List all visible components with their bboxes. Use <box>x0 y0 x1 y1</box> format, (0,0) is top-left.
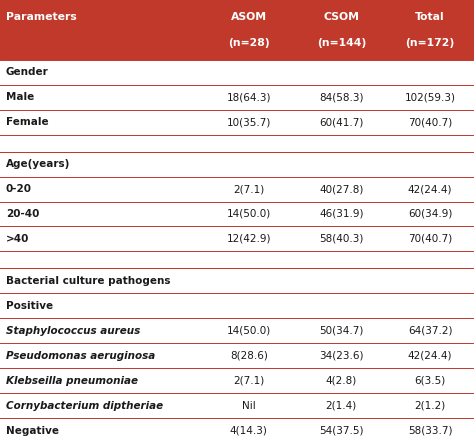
Bar <box>0 393 474 418</box>
Text: 58(40.3): 58(40.3) <box>319 234 364 244</box>
Text: (n=144): (n=144) <box>317 38 366 48</box>
Text: 34(23.6): 34(23.6) <box>319 351 364 361</box>
Bar <box>0 110 474 135</box>
Text: Cornybacterium diptheriae: Cornybacterium diptheriae <box>6 400 163 411</box>
Bar <box>0 268 474 293</box>
Bar <box>0 177 474 202</box>
Bar <box>0 226 474 252</box>
Text: 54(37.5): 54(37.5) <box>319 426 364 435</box>
Bar <box>0 0 474 60</box>
Text: CSOM: CSOM <box>323 12 359 22</box>
Text: 58(33.7): 58(33.7) <box>408 426 452 435</box>
Text: 60(34.9): 60(34.9) <box>408 209 452 219</box>
Text: 60(41.7): 60(41.7) <box>319 117 364 127</box>
Bar <box>0 202 474 226</box>
Text: 8(28.6): 8(28.6) <box>230 351 268 361</box>
Text: (n=172): (n=172) <box>406 38 455 48</box>
Text: 14(50.0): 14(50.0) <box>227 326 271 336</box>
Text: Male: Male <box>6 92 34 102</box>
Text: Parameters: Parameters <box>6 12 76 22</box>
Text: 0-20: 0-20 <box>6 184 32 194</box>
Text: Female: Female <box>6 117 48 127</box>
Bar <box>0 85 474 110</box>
Text: (n=28): (n=28) <box>228 38 270 48</box>
Text: Klebseilla pneumoniae: Klebseilla pneumoniae <box>6 376 137 386</box>
Text: 40(27.8): 40(27.8) <box>319 184 364 194</box>
Text: Staphylococcus aureus: Staphylococcus aureus <box>6 326 140 336</box>
Text: >40: >40 <box>6 234 29 244</box>
Text: 42(24.4): 42(24.4) <box>408 184 452 194</box>
Text: 46(31.9): 46(31.9) <box>319 209 364 219</box>
Text: 6(3.5): 6(3.5) <box>415 376 446 386</box>
Text: 14(50.0): 14(50.0) <box>227 209 271 219</box>
Text: Positive: Positive <box>6 301 53 311</box>
Text: 70(40.7): 70(40.7) <box>408 117 452 127</box>
Bar <box>0 318 474 343</box>
Text: 102(59.3): 102(59.3) <box>405 92 456 102</box>
Text: 70(40.7): 70(40.7) <box>408 234 452 244</box>
Text: ASOM: ASOM <box>231 12 267 22</box>
Text: 2(7.1): 2(7.1) <box>233 376 264 386</box>
Text: Pseudomonas aeruginosa: Pseudomonas aeruginosa <box>6 351 155 361</box>
Bar <box>0 293 474 318</box>
Text: 18(64.3): 18(64.3) <box>227 92 271 102</box>
Text: 84(58.3): 84(58.3) <box>319 92 364 102</box>
Text: 50(34.7): 50(34.7) <box>319 326 364 336</box>
Text: 10(35.7): 10(35.7) <box>227 117 271 127</box>
Text: 12(42.9): 12(42.9) <box>227 234 271 244</box>
Text: Gender: Gender <box>6 67 48 77</box>
Text: 2(7.1): 2(7.1) <box>233 184 264 194</box>
Text: 4(2.8): 4(2.8) <box>326 376 357 386</box>
Text: 2(1.2): 2(1.2) <box>415 400 446 411</box>
Bar <box>0 368 474 393</box>
Text: 42(24.4): 42(24.4) <box>408 351 452 361</box>
Text: 64(37.2): 64(37.2) <box>408 326 452 336</box>
Text: Bacterial culture pathogens: Bacterial culture pathogens <box>6 276 170 286</box>
Text: Total: Total <box>415 12 445 22</box>
Bar <box>0 60 474 85</box>
Text: 2(1.4): 2(1.4) <box>326 400 357 411</box>
Text: Negative: Negative <box>6 426 59 435</box>
Bar <box>0 343 474 368</box>
Text: 20-40: 20-40 <box>6 209 39 219</box>
Text: Age(years): Age(years) <box>6 159 70 169</box>
Text: Nil: Nil <box>242 400 256 411</box>
Bar <box>0 418 474 443</box>
Text: 4(14.3): 4(14.3) <box>230 426 268 435</box>
Bar <box>0 152 474 177</box>
